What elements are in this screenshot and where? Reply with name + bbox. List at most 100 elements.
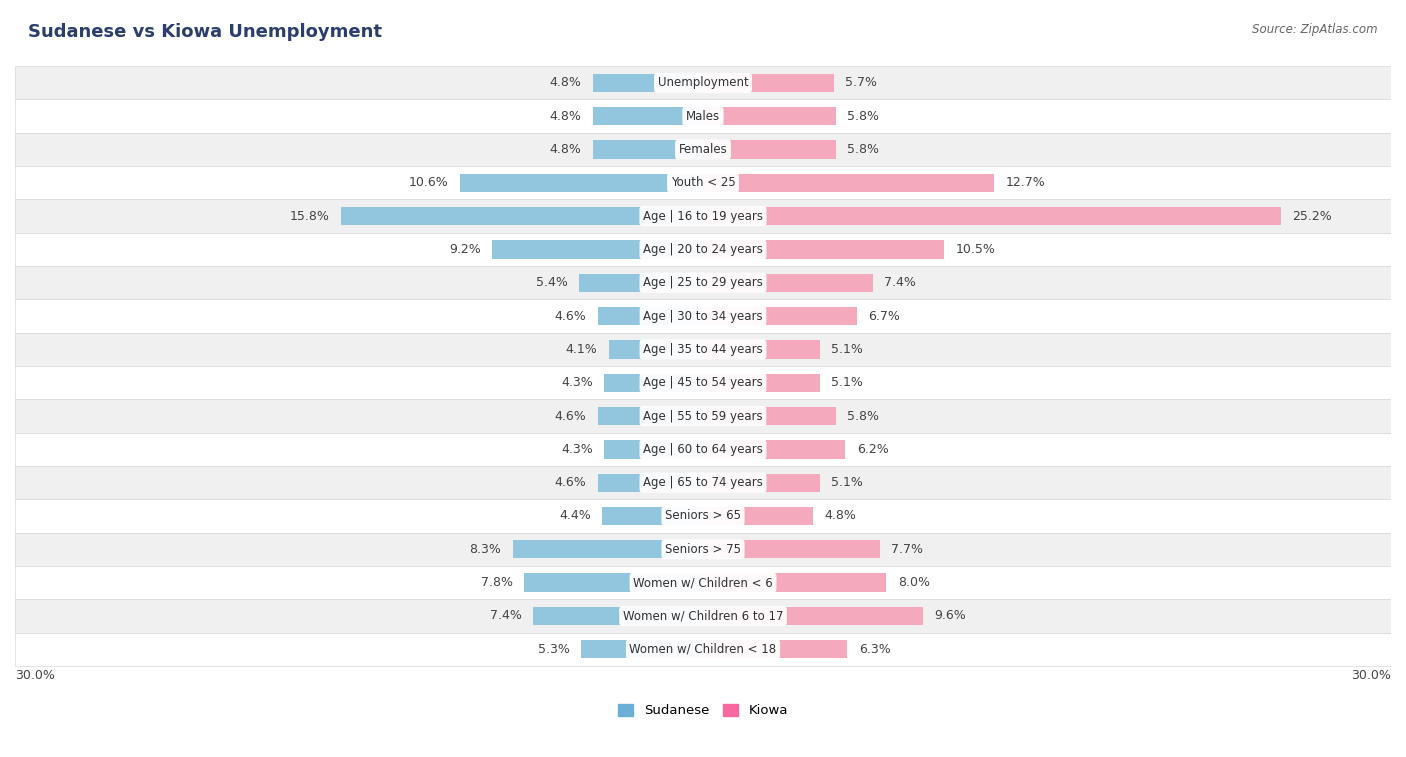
FancyBboxPatch shape	[15, 433, 1391, 466]
Bar	[703, 173, 994, 192]
Text: 5.1%: 5.1%	[831, 476, 863, 489]
Text: 4.8%: 4.8%	[824, 509, 856, 522]
FancyBboxPatch shape	[15, 400, 1391, 433]
Bar	[492, 240, 703, 259]
Bar	[605, 440, 703, 459]
Bar	[703, 407, 837, 425]
Text: 4.1%: 4.1%	[565, 343, 598, 356]
Text: Unemployment: Unemployment	[658, 76, 748, 89]
Text: 4.4%: 4.4%	[558, 509, 591, 522]
Text: 25.2%: 25.2%	[1292, 210, 1331, 223]
Bar	[598, 307, 703, 326]
Text: Seniors > 75: Seniors > 75	[665, 543, 741, 556]
Text: 4.6%: 4.6%	[554, 310, 586, 322]
Text: Females: Females	[679, 143, 727, 156]
Bar	[703, 540, 880, 559]
Bar	[598, 474, 703, 492]
Text: Age | 60 to 64 years: Age | 60 to 64 years	[643, 443, 763, 456]
Bar	[513, 540, 703, 559]
FancyBboxPatch shape	[15, 566, 1391, 600]
Text: 7.7%: 7.7%	[891, 543, 924, 556]
Text: 6.7%: 6.7%	[868, 310, 900, 322]
Text: 4.3%: 4.3%	[561, 443, 593, 456]
Text: 5.8%: 5.8%	[848, 143, 880, 156]
FancyBboxPatch shape	[15, 232, 1391, 266]
Text: Seniors > 65: Seniors > 65	[665, 509, 741, 522]
Text: 5.1%: 5.1%	[831, 343, 863, 356]
Text: 7.4%: 7.4%	[489, 609, 522, 622]
Bar	[703, 207, 1281, 226]
FancyBboxPatch shape	[15, 132, 1391, 166]
Text: 5.7%: 5.7%	[845, 76, 877, 89]
Bar	[703, 107, 837, 126]
Text: 4.6%: 4.6%	[554, 476, 586, 489]
Bar	[703, 73, 834, 92]
Bar	[703, 340, 820, 359]
Bar	[524, 574, 703, 592]
Text: Women w/ Children < 6: Women w/ Children < 6	[633, 576, 773, 589]
Bar	[703, 474, 820, 492]
Text: Women w/ Children < 18: Women w/ Children < 18	[630, 643, 776, 656]
Bar	[703, 440, 845, 459]
Bar	[340, 207, 703, 226]
Bar	[582, 640, 703, 659]
Text: 8.3%: 8.3%	[470, 543, 501, 556]
Bar	[593, 107, 703, 126]
FancyBboxPatch shape	[15, 199, 1391, 232]
Text: 7.4%: 7.4%	[884, 276, 917, 289]
Bar	[703, 373, 820, 392]
Bar	[593, 73, 703, 92]
FancyBboxPatch shape	[15, 633, 1391, 666]
Bar	[609, 340, 703, 359]
FancyBboxPatch shape	[15, 99, 1391, 132]
Legend: Sudanese, Kiowa: Sudanese, Kiowa	[612, 699, 794, 723]
Text: Women w/ Children 6 to 17: Women w/ Children 6 to 17	[623, 609, 783, 622]
FancyBboxPatch shape	[15, 500, 1391, 533]
FancyBboxPatch shape	[15, 300, 1391, 333]
Text: 6.2%: 6.2%	[856, 443, 889, 456]
Text: 4.8%: 4.8%	[550, 143, 582, 156]
Text: 10.6%: 10.6%	[409, 176, 449, 189]
Bar	[703, 140, 837, 159]
Text: Males: Males	[686, 110, 720, 123]
FancyBboxPatch shape	[15, 333, 1391, 366]
FancyBboxPatch shape	[15, 266, 1391, 300]
Bar	[703, 640, 848, 659]
Text: Age | 30 to 34 years: Age | 30 to 34 years	[643, 310, 763, 322]
Bar	[598, 407, 703, 425]
Text: 4.3%: 4.3%	[561, 376, 593, 389]
FancyBboxPatch shape	[15, 166, 1391, 199]
Text: Sudanese vs Kiowa Unemployment: Sudanese vs Kiowa Unemployment	[28, 23, 382, 41]
FancyBboxPatch shape	[15, 366, 1391, 400]
Text: 10.5%: 10.5%	[955, 243, 995, 256]
Text: Age | 16 to 19 years: Age | 16 to 19 years	[643, 210, 763, 223]
Text: Age | 65 to 74 years: Age | 65 to 74 years	[643, 476, 763, 489]
Bar	[703, 273, 873, 292]
Text: 7.8%: 7.8%	[481, 576, 513, 589]
Text: Age | 35 to 44 years: Age | 35 to 44 years	[643, 343, 763, 356]
Text: 6.3%: 6.3%	[859, 643, 890, 656]
FancyBboxPatch shape	[15, 533, 1391, 566]
Bar	[602, 507, 703, 525]
Bar	[703, 607, 924, 625]
Text: 5.1%: 5.1%	[831, 376, 863, 389]
FancyBboxPatch shape	[15, 66, 1391, 99]
Text: Age | 20 to 24 years: Age | 20 to 24 years	[643, 243, 763, 256]
Text: Age | 55 to 59 years: Age | 55 to 59 years	[643, 410, 763, 422]
FancyBboxPatch shape	[15, 466, 1391, 500]
Text: 12.7%: 12.7%	[1005, 176, 1046, 189]
Bar	[593, 140, 703, 159]
Text: Youth < 25: Youth < 25	[671, 176, 735, 189]
Text: Age | 45 to 54 years: Age | 45 to 54 years	[643, 376, 763, 389]
Text: 5.8%: 5.8%	[848, 110, 880, 123]
Text: 5.8%: 5.8%	[848, 410, 880, 422]
Text: 30.0%: 30.0%	[15, 668, 55, 682]
Text: Source: ZipAtlas.com: Source: ZipAtlas.com	[1253, 23, 1378, 36]
Text: 9.6%: 9.6%	[935, 609, 966, 622]
FancyBboxPatch shape	[15, 600, 1391, 633]
Bar	[703, 574, 886, 592]
Bar	[460, 173, 703, 192]
Text: 8.0%: 8.0%	[898, 576, 929, 589]
Text: 4.8%: 4.8%	[550, 76, 582, 89]
Bar	[703, 507, 813, 525]
